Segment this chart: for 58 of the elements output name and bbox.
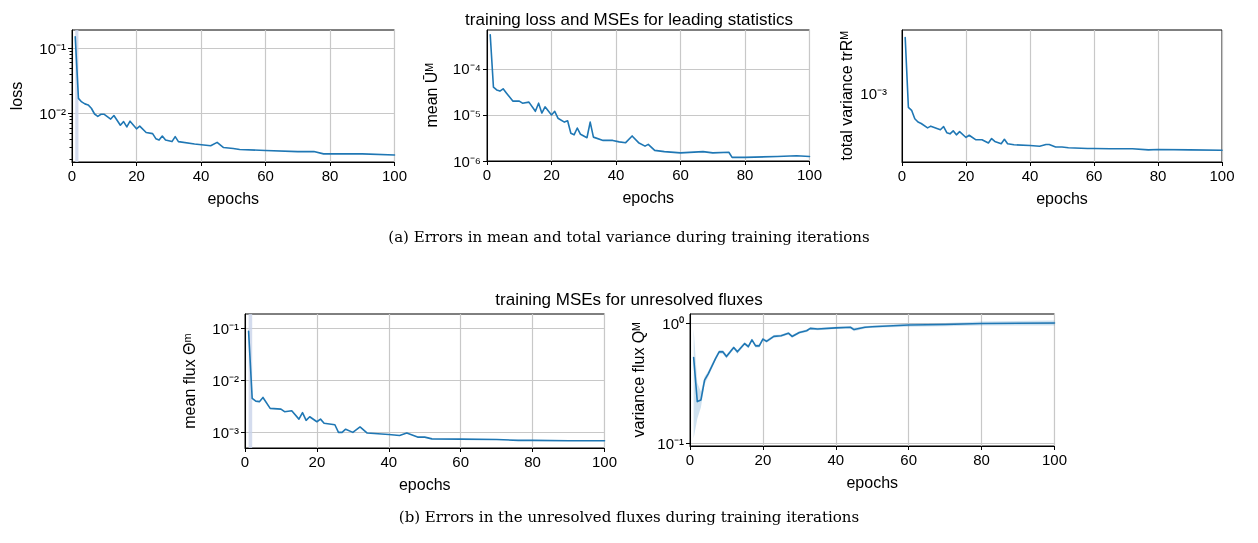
x-tick-label: 20 — [957, 167, 975, 184]
y-tick-label: 10⁻⁵ — [453, 106, 481, 124]
x-tick-label: 0 — [240, 453, 250, 470]
y-tick-label: 10⁰ — [662, 314, 684, 332]
x-tick-label: 0 — [685, 451, 695, 468]
x-tick-label: 40 — [1021, 167, 1039, 184]
x-axis-title: epochs — [846, 473, 899, 491]
y-tick-label: 10⁻¹ — [657, 434, 684, 452]
x-tick-label: 100 — [1209, 167, 1235, 184]
x-tick-label: 80 — [736, 166, 754, 183]
x-tick-label: 20 — [308, 453, 326, 470]
x-tick-label: 20 — [543, 166, 560, 183]
line-series — [74, 35, 396, 156]
x-tick-label: 0 — [67, 167, 77, 184]
x-tick-label: 100 — [591, 453, 617, 470]
x-tick-label: 100 — [1041, 451, 1067, 468]
x-tick-label: 100 — [381, 167, 407, 184]
y-tick-label: 10⁻² — [212, 371, 239, 389]
x-tick-label: 0 — [897, 167, 907, 184]
x-axis-title: epochs — [622, 188, 675, 206]
text: 10⁻³ — [860, 84, 887, 102]
y-axis-title: variance flux Qᴹ — [629, 322, 647, 438]
x-tick-label: 60 — [452, 453, 470, 470]
y-axis-title: total variance trRᴹ — [837, 31, 855, 161]
x-axis-title: epochs — [1036, 189, 1088, 207]
x-tick-label: 100 — [796, 166, 822, 183]
y-axis-title: mean flux Θᵐ — [180, 333, 198, 429]
x-tick-label: 20 — [128, 167, 145, 184]
x-tick-label: 60 — [1085, 167, 1103, 184]
x-axis-title: epochs — [398, 475, 451, 493]
x-tick-label: 60 — [257, 167, 274, 184]
line-series — [247, 330, 606, 442]
x-tick-label: 40 — [192, 167, 210, 184]
y-tick-label: 10⁻¹ — [212, 319, 239, 337]
chart-title: training MSEs for unresolved fluxes — [494, 290, 764, 310]
x-tick-label: 60 — [900, 451, 918, 468]
line-series — [692, 322, 1056, 403]
y-tick-label: 10⁻³ — [212, 423, 239, 441]
y-axis-title: mean Ūᴹ — [422, 63, 440, 128]
x-tick-label: 80 — [321, 167, 339, 184]
x-tick-label: 80 — [524, 453, 541, 470]
x-tick-label: 0 — [482, 166, 492, 183]
x-tick-label: 80 — [973, 451, 990, 468]
text: (b) Errors in the unresolved fluxes during training iterations — [397, 508, 861, 526]
x-tick-label: 20 — [754, 451, 772, 468]
chart-title: training loss and MSEs for leading statistics — [464, 10, 794, 30]
y-tick-label: 10⁻¹ — [39, 39, 66, 57]
x-tick-label: 60 — [672, 166, 689, 183]
x-tick-label: 40 — [607, 166, 625, 183]
x-tick-label: 80 — [1149, 167, 1167, 184]
y-tick-label: 10⁻² — [39, 104, 66, 122]
x-tick-label: 40 — [380, 453, 398, 470]
text: (a) Errors in mean and total variance during training iterations — [387, 228, 871, 246]
x-tick-label: 40 — [827, 451, 845, 468]
y-tick-label: 10⁻⁶ — [453, 152, 481, 170]
x-axis-title: epochs — [207, 189, 260, 207]
y-axis-title: loss — [7, 81, 25, 111]
y-tick-label: 10⁻⁴ — [452, 60, 481, 78]
